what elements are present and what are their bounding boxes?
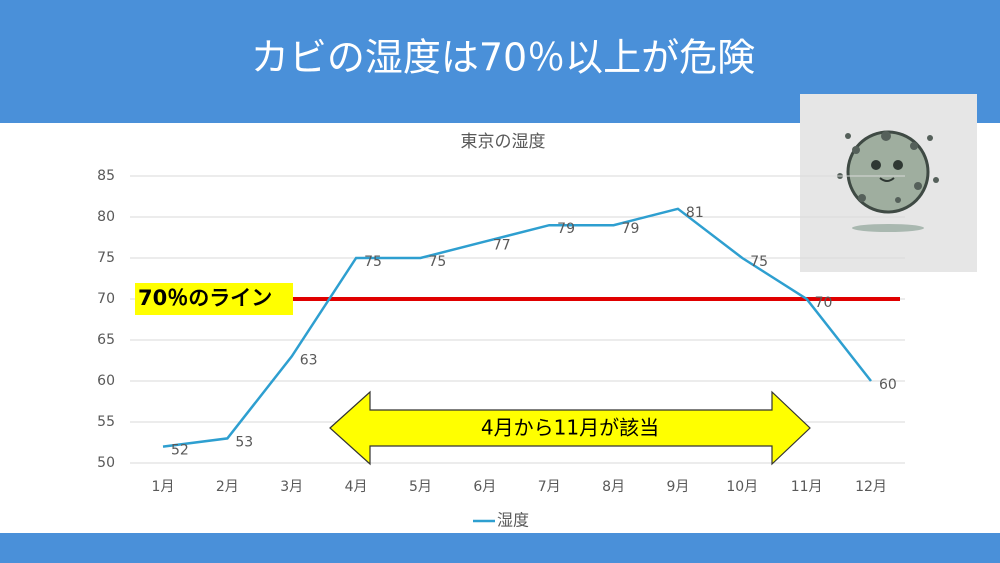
x-tick-label: 12月 (855, 479, 887, 495)
data-label: 81 (686, 205, 704, 221)
x-tick-label: 1月 (152, 479, 175, 495)
y-tick-label: 50 (97, 455, 115, 471)
x-tick-label: 6月 (473, 479, 496, 495)
chart-title: 東京の湿度 (461, 132, 546, 152)
x-tick-label: 2月 (216, 479, 239, 495)
x-tick-label: 5月 (409, 479, 432, 495)
data-label: 75 (750, 254, 768, 270)
y-tick-label: 80 (97, 209, 115, 225)
y-tick-label: 60 (97, 373, 115, 389)
data-label: 75 (364, 254, 382, 270)
data-label: 77 (493, 238, 511, 254)
series-line (162, 207, 872, 448)
data-label: 63 (300, 352, 318, 368)
plot: 50 55 60 65 70 75 80 85 1月 2月 3月 4月 5月 6月 7月 8月 9月 10月 11月… (97, 168, 905, 530)
data-label: 60 (879, 377, 897, 393)
x-tick-label: 7月 (538, 479, 561, 495)
data-label: 52 (171, 443, 189, 459)
y-tick-label: 70 (97, 291, 115, 307)
footer-band (0, 533, 1000, 563)
legend-label: 湿度 (497, 511, 529, 530)
y-tick-label: 55 (97, 414, 115, 430)
y-tick-label: 65 (97, 332, 115, 348)
x-tick-label: 4月 (345, 479, 368, 495)
annotation-text: 4月から11月が該当 (481, 416, 659, 440)
reference-label-bg (135, 283, 293, 315)
annotation-arrow: 4月から11月が該当 (329, 390, 811, 466)
y-tick-label: 75 (97, 250, 115, 266)
data-label: 79 (622, 221, 640, 237)
slide-title: カビの湿度は70％以上が危険 (251, 36, 755, 80)
x-tick-label: 3月 (280, 479, 303, 495)
reference-label: 70％のライン (138, 286, 272, 310)
x-tick-label: 9月 (666, 479, 689, 495)
y-tick-label: 85 (97, 168, 115, 184)
data-label: 79 (557, 221, 575, 237)
data-label: 53 (235, 434, 253, 450)
x-tick-label: 10月 (726, 479, 758, 495)
data-label: 70 (815, 295, 833, 311)
x-tick-label: 8月 (602, 479, 625, 495)
data-label: 75 (428, 254, 446, 270)
mold-illustration (800, 94, 977, 272)
x-tick-label: 11月 (791, 479, 823, 495)
